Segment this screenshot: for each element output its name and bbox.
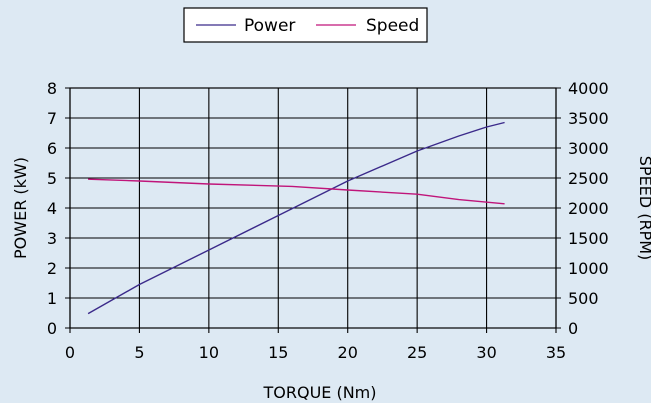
left-y-tick-label: 6: [47, 139, 57, 158]
right-y-axis-title: SPEED (RPM): [636, 156, 651, 260]
x-tick-label: 5: [134, 343, 144, 362]
left-y-tick-label: 7: [47, 109, 57, 128]
plot-area-frame: [69, 87, 557, 329]
x-tick-label: 0: [65, 343, 75, 362]
legend-power-label: Power: [244, 16, 295, 36]
left-y-tick-label: 1: [47, 289, 57, 308]
left-y-axis-title: POWER (kW): [11, 157, 30, 259]
right-y-tick-label: 1000: [568, 259, 609, 278]
left-y-tick-label: 2: [47, 259, 57, 278]
right-y-tick-label: 4000: [568, 79, 609, 98]
right-y-tick-label: 2500: [568, 169, 609, 188]
left-y-tick-label: 0: [47, 319, 57, 338]
right-y-tick-label: 3500: [568, 109, 609, 128]
right-y-tick-label: 1500: [568, 229, 609, 248]
legend: Power Speed: [183, 7, 428, 43]
x-tick-label: 20: [338, 343, 358, 362]
x-tick-label: 25: [407, 343, 427, 362]
right-y-tick-label: 0: [568, 319, 578, 338]
left-y-tick-label: 5: [47, 169, 57, 188]
x-axis-title: TORQUE (Nm): [262, 383, 376, 402]
series-lines: [87, 121, 505, 315]
right-y-tick-label: 500: [568, 289, 599, 308]
series-line-speed: [88, 178, 505, 205]
right-y-tick-label: 2000: [568, 199, 609, 218]
x-tick-label: 35: [546, 343, 566, 362]
right-y-tick-label: 3000: [568, 139, 609, 158]
left-y-tick-label: 3: [47, 229, 57, 248]
series-line-power: [87, 121, 505, 315]
legend-speed-label: Speed: [366, 16, 419, 36]
grid: [65, 87, 561, 333]
x-tick-label: 15: [268, 343, 288, 362]
left-y-tick-label: 8: [47, 79, 57, 98]
x-tick-label: 10: [199, 343, 219, 362]
tick-labels: 0 5 10 15 20 25 30 3501234567805001000150020002…: [47, 79, 609, 362]
x-tick-label: 30: [476, 343, 496, 362]
left-y-tick-label: 4: [47, 199, 57, 218]
